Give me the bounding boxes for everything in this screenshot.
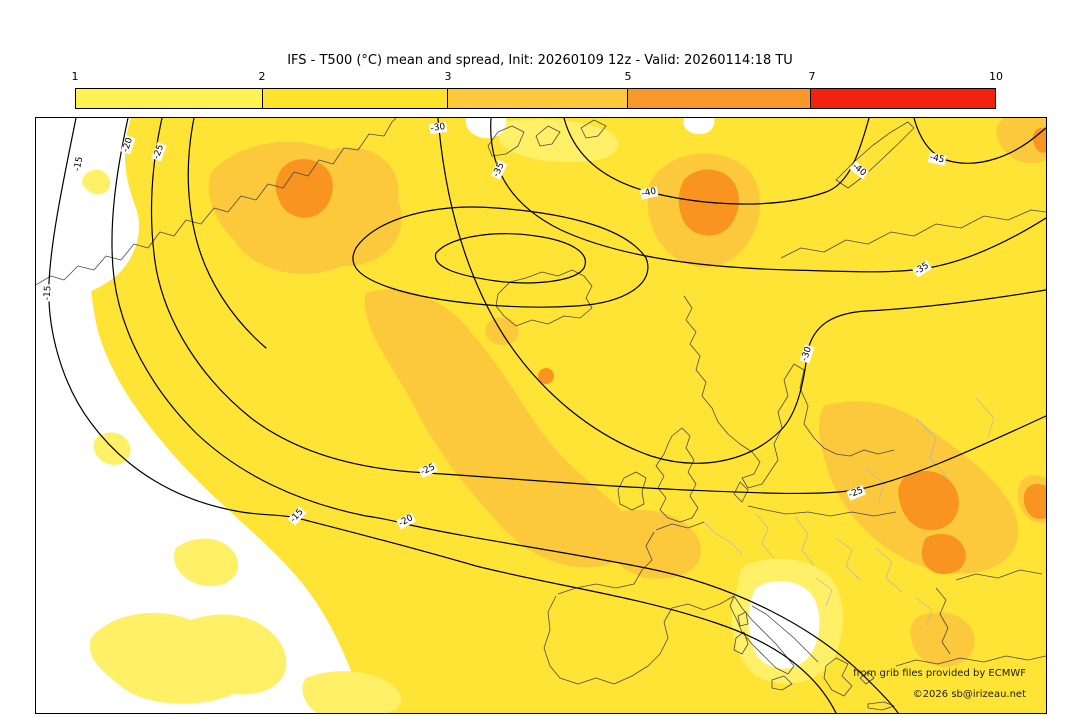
colorbar-segment-5-7: [627, 89, 812, 108]
colorbar-tick-2: 2: [258, 70, 266, 83]
coastline-greenland: [36, 118, 397, 286]
colorbar-tick-5: 5: [624, 70, 632, 83]
coastline-scandinavia: [683, 295, 895, 489]
colorbar-segment-2-3: [262, 89, 449, 108]
colorbar-segment-7-10: [811, 89, 995, 108]
border-layer: [703, 397, 995, 627]
contour-label: -15: [42, 284, 54, 302]
coastline-iberia: [543, 595, 735, 685]
coastline-ireland: [617, 471, 647, 511]
map-svg: [36, 118, 1046, 713]
colorbar-segment-1-2: [76, 89, 263, 108]
contour-loop-inner-a: [352, 206, 649, 308]
contour-line--35: [490, 118, 1046, 273]
contour-line--40: [563, 118, 870, 205]
colorbar-tick-10: 10: [989, 70, 1003, 83]
colorbar-segment-3-5: [448, 89, 628, 108]
colorbar-tick-1: 1: [71, 70, 79, 83]
contour-segment-greenland: [187, 118, 267, 349]
attribution-copyright: ©2026 sb@irizeau.net: [912, 689, 1026, 700]
coastline-iceland: [495, 269, 593, 327]
colorbar-tick-7: 7: [808, 70, 816, 83]
spread-fill-layer: [36, 118, 1046, 713]
coastline-layer: [36, 118, 1046, 711]
colorbar-tick-3: 3: [444, 70, 452, 83]
coastline-great-britain: [655, 427, 699, 523]
map-canvas: -15 -20 -25 -15 -30 -35 -40 -40 -45 -35 …: [35, 117, 1047, 714]
attribution-source: from grib files provided by ECMWF: [853, 668, 1026, 679]
map-title: IFS - T500 (°C) mean and spread, Init: 2…: [287, 53, 793, 68]
colorbar-ticks: 1 2 3 5 7 10: [71, 70, 1004, 84]
contour-line--20: [111, 118, 899, 713]
attribution: from grib files provided by ECMWF ©2026 …: [853, 663, 1026, 705]
colorbar: [75, 88, 996, 109]
contour-line--30: [437, 118, 1046, 464]
coastline-greece: [823, 657, 853, 697]
coastline-italy: [729, 595, 795, 675]
contour-loop-inner-b: [434, 233, 586, 284]
contour-line--45: [913, 118, 1046, 164]
